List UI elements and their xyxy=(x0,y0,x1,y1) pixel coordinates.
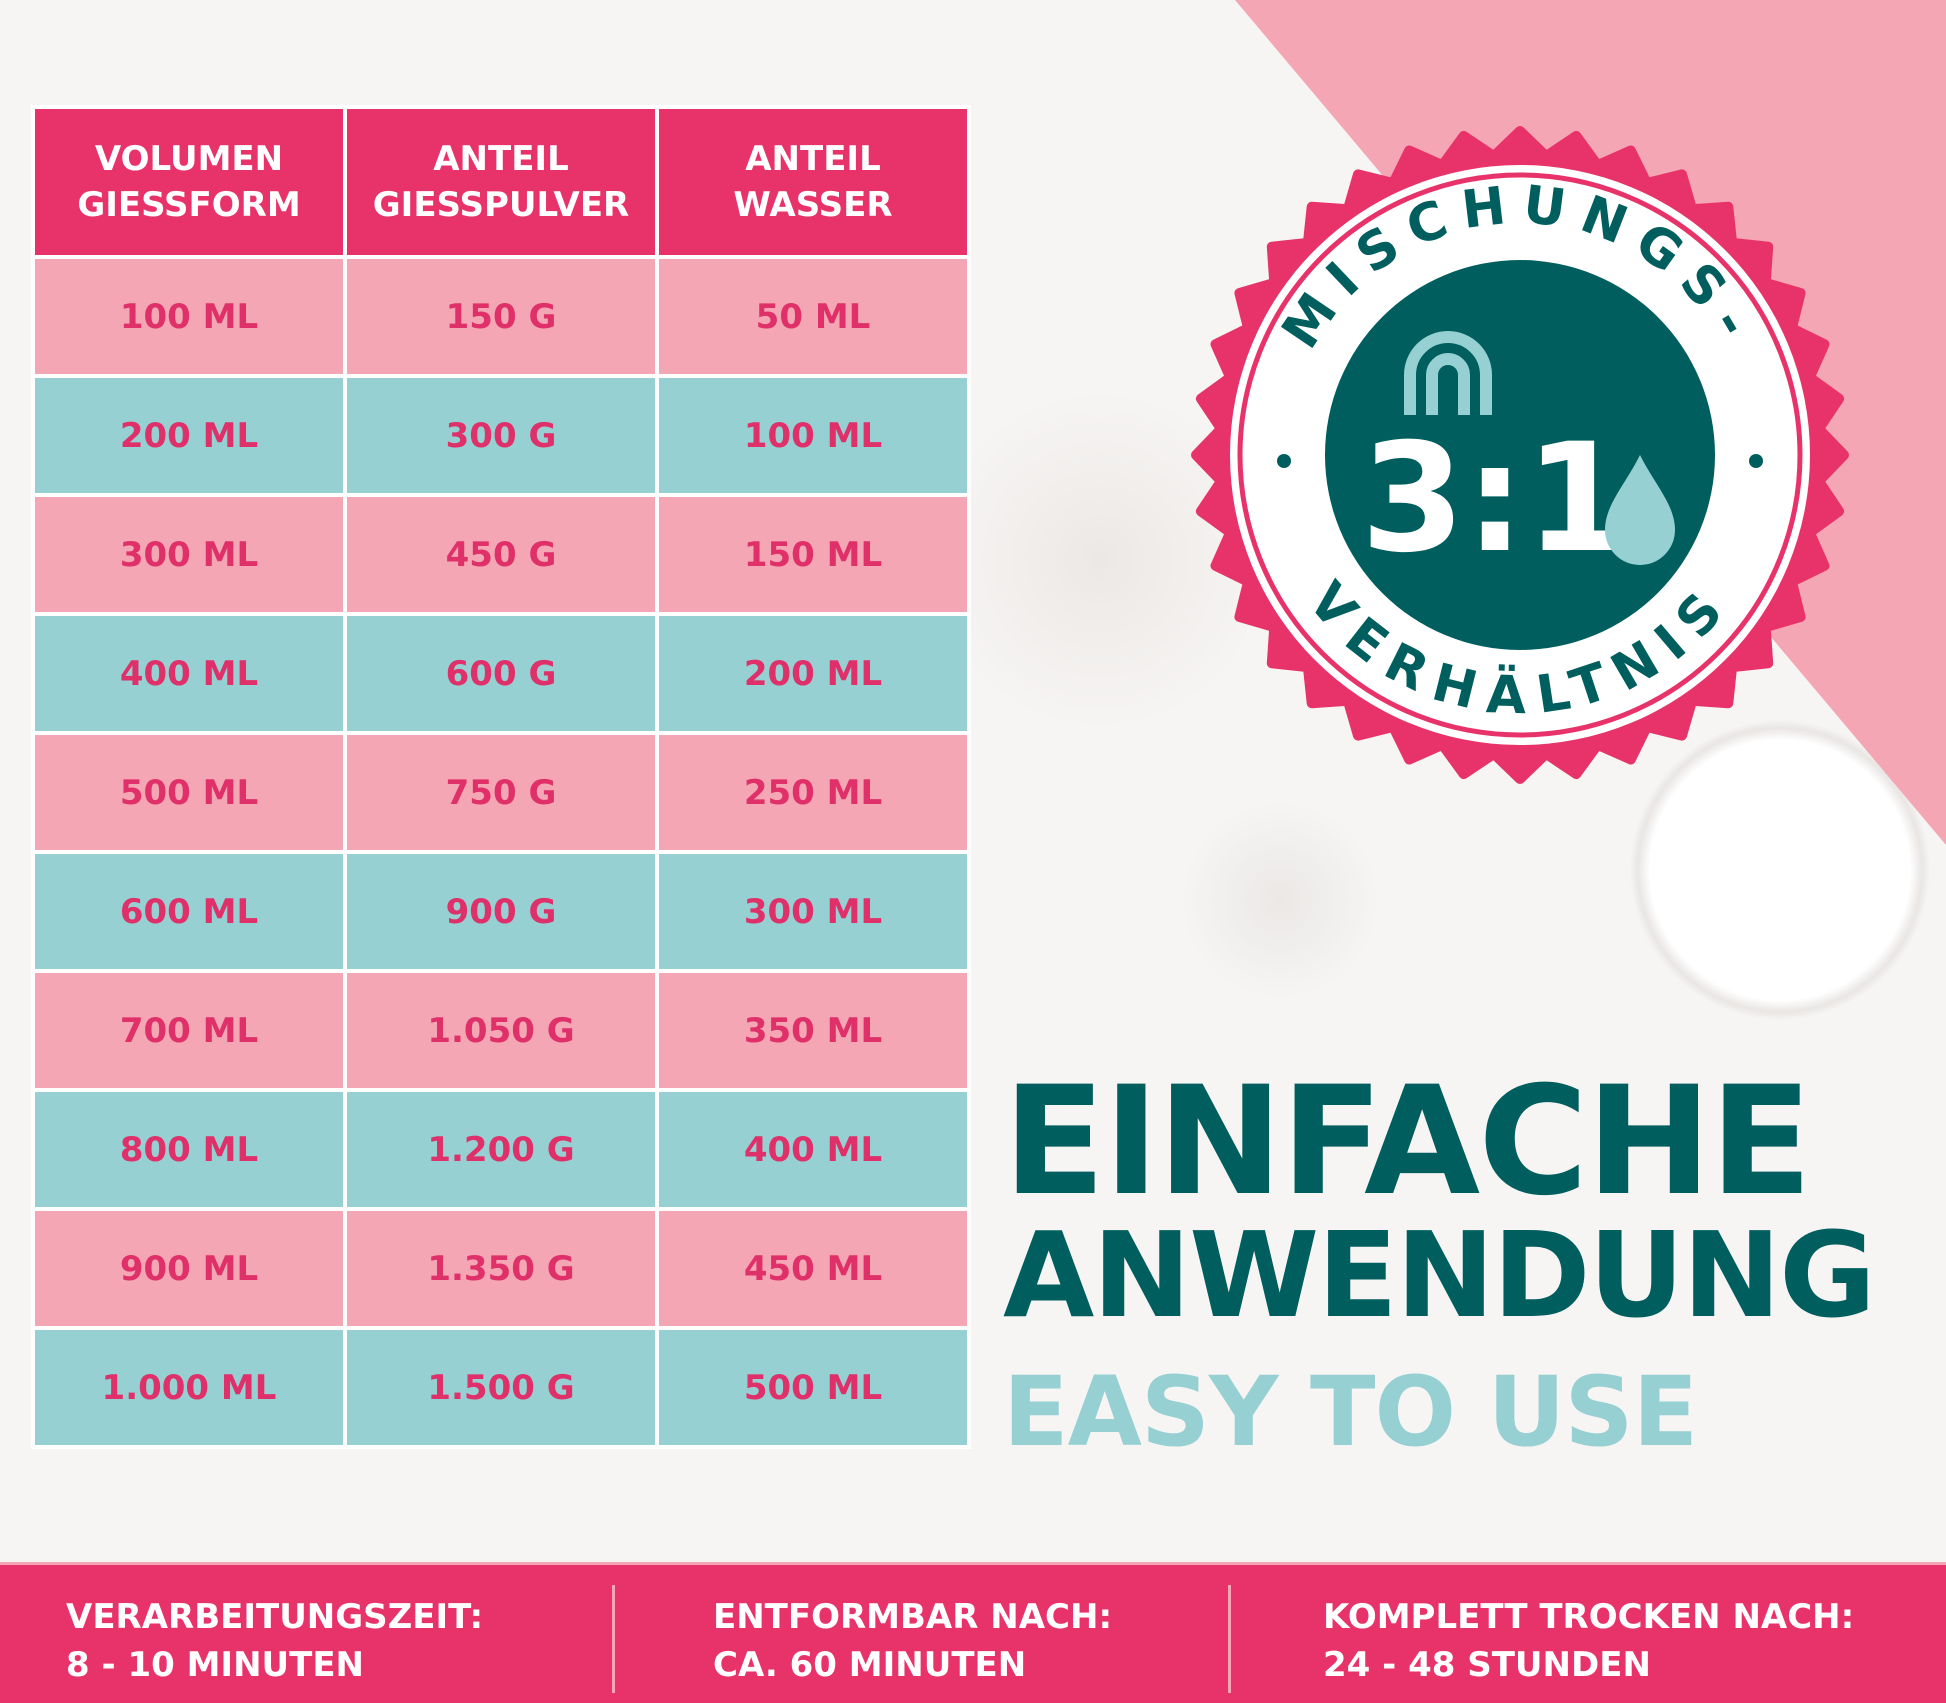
table-cell: 500 ML xyxy=(659,1330,967,1445)
table-row: 400 ML 600 G 200 ML xyxy=(35,616,967,731)
table-cell: 900 ML xyxy=(35,1211,343,1326)
table-cell: 1.200 G xyxy=(347,1092,655,1207)
table-cell: 450 G xyxy=(347,497,655,612)
ratio-text: 3:1 xyxy=(1361,412,1630,586)
table-cell: 1.050 G xyxy=(347,973,655,1088)
table-row: 700 ML 1.050 G 350 ML xyxy=(35,973,967,1088)
footer-demold-time: ENTFORMBAR NACH: CA. 60 MINUTEN xyxy=(713,1597,1113,1685)
table-header: VOLUMEN GIESSFORM ANTEIL GIESSPULVER ANTEI… xyxy=(35,109,967,255)
table-row: 800 ML 1.200 G 400 ML xyxy=(35,1092,967,1207)
table-row: 900 ML 1.350 G 450 ML xyxy=(35,1211,967,1326)
arch-logo-icon xyxy=(1404,331,1492,415)
table-row: 1.000 ML 1.500 G 500 ML xyxy=(35,1330,967,1445)
headline-subtitle: EASY TO USE xyxy=(1003,1356,1698,1468)
table-cell: 800 ML xyxy=(35,1092,343,1207)
table-cell: 1.500 G xyxy=(347,1330,655,1445)
table-cell: 200 ML xyxy=(35,378,343,493)
table-cell: 750 G xyxy=(347,735,655,850)
table-cell: 1.000 ML xyxy=(35,1330,343,1445)
header-powder: ANTEIL GIESSPULVER xyxy=(347,109,655,255)
table-row: 600 ML 900 G 300 ML xyxy=(35,854,967,969)
table-row: 500 ML 750 G 250 ML xyxy=(35,735,967,850)
ratio-badge: MISCHUNGS- VERHÄLTNIS 3:1 xyxy=(1191,126,1849,784)
table-cell: 600 ML xyxy=(35,854,343,969)
footer-processing-time: VERARBEITUNGSZEIT: 8 - 10 MINUTEN xyxy=(66,1597,484,1685)
footer-divider xyxy=(612,1585,615,1693)
table-cell: 400 ML xyxy=(659,1092,967,1207)
table-cell: 100 ML xyxy=(35,259,343,374)
table-cell: 400 ML xyxy=(35,616,343,731)
table-cell: 300 ML xyxy=(35,497,343,612)
footer-dry-time: KOMPLETT TROCKEN NACH: 24 - 48 STUNDEN xyxy=(1323,1597,1855,1685)
footer-bar: VERARBEITUNGSZEIT: 8 - 10 MINUTEN ENTFORM… xyxy=(0,1562,1946,1703)
headline-line1: EINFACHE xyxy=(1003,1055,1812,1229)
table-cell: 250 ML xyxy=(659,735,967,850)
footer-divider xyxy=(1228,1585,1231,1693)
table-cell: 500 ML xyxy=(35,735,343,850)
header-water: ANTEIL WASSER xyxy=(659,109,967,255)
table-cell: 450 ML xyxy=(659,1211,967,1326)
table-cell: 1.350 G xyxy=(347,1211,655,1326)
water-drop-icon xyxy=(1605,455,1675,565)
table-cell: 50 ML xyxy=(659,259,967,374)
table-cell: 350 ML xyxy=(659,973,967,1088)
mixing-table: VOLUMEN GIESSFORM ANTEIL GIESSPULVER ANTEI… xyxy=(31,105,971,1449)
headline-line2: ANWENDUNG xyxy=(1003,1206,1876,1344)
table-row: 200 ML 300 G 100 ML xyxy=(35,378,967,493)
table-row: 100 ML 150 G 50 ML xyxy=(35,259,967,374)
table-cell: 150 ML xyxy=(659,497,967,612)
table-row: 300 ML 450 G 150 ML xyxy=(35,497,967,612)
table-cell: 200 ML xyxy=(659,616,967,731)
table-cell: 300 ML xyxy=(659,854,967,969)
table-cell: 150 G xyxy=(347,259,655,374)
table-cell: 300 G xyxy=(347,378,655,493)
table-cell: 100 ML xyxy=(659,378,967,493)
table-cell: 900 G xyxy=(347,854,655,969)
table-cell: 600 G xyxy=(347,616,655,731)
table-cell: 700 ML xyxy=(35,973,343,1088)
header-volume: VOLUMEN GIESSFORM xyxy=(35,109,343,255)
